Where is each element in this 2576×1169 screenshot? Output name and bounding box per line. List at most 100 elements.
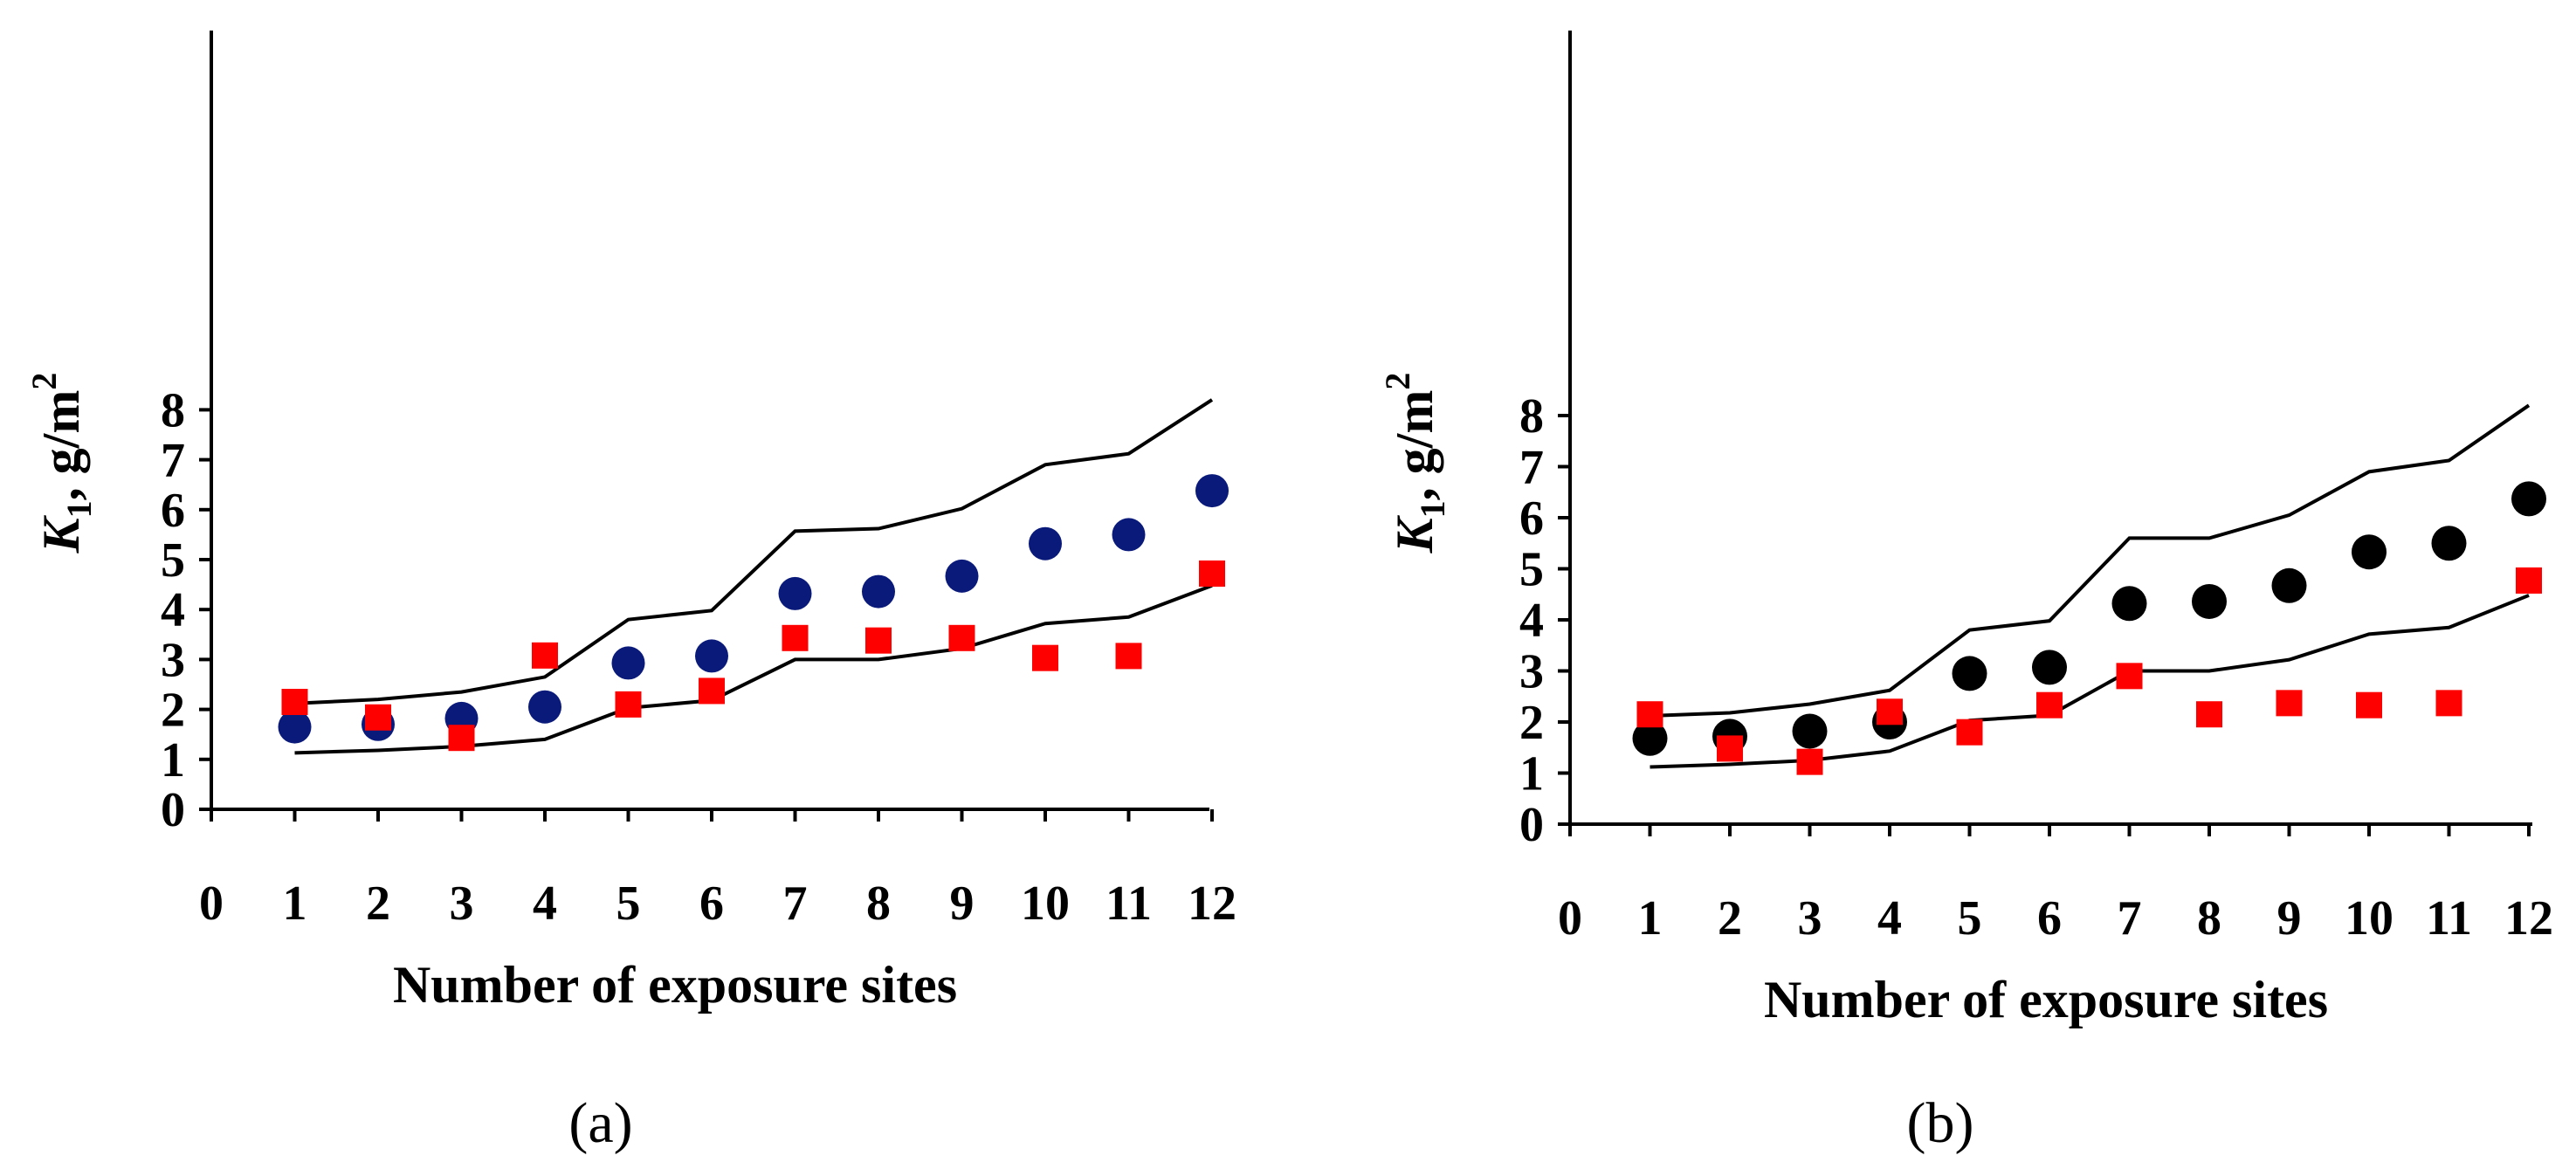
panel-caption: (a)	[568, 1091, 632, 1155]
y-label-sub: 1	[1413, 500, 1452, 518]
square-point	[281, 689, 308, 716]
square-point	[1636, 701, 1663, 728]
square-point	[1796, 748, 1823, 775]
bound-lines	[1650, 403, 2531, 769]
circle-point	[2111, 586, 2147, 622]
x-tick-label: 7	[2118, 891, 2142, 946]
square-point	[865, 627, 892, 654]
circle-point	[778, 576, 812, 610]
y-label-unit: , g/m	[1386, 390, 1443, 501]
y-tick-label: 7	[1519, 441, 1544, 495]
circle-point	[1792, 713, 1828, 749]
circle-point	[695, 639, 728, 673]
y-label-sup: 2	[1378, 373, 1417, 390]
y-tick-label: 1	[161, 733, 185, 787]
lower-bound-line	[1650, 594, 2530, 769]
y-tick-label: 5	[161, 533, 185, 588]
y-label-unit: , g/m	[32, 390, 90, 501]
square-point	[1717, 735, 1743, 762]
x-tick-label: 5	[1958, 891, 1982, 946]
circle-point	[2352, 534, 2387, 570]
y-label-main: K	[32, 514, 90, 554]
square-point	[532, 642, 558, 669]
square-point	[1032, 644, 1058, 671]
square-point	[948, 624, 975, 651]
square-point	[365, 704, 391, 731]
x-tick-label: 0	[199, 877, 224, 931]
square-point	[699, 677, 725, 705]
lower-bound-line	[294, 583, 1213, 755]
x-tick-label: 0	[1558, 891, 1582, 946]
square-point	[1877, 698, 1903, 725]
upper-bound-line	[294, 398, 1214, 705]
y-tick-label: 3	[161, 633, 185, 687]
circle-point	[2192, 583, 2227, 619]
data-points	[1632, 481, 2546, 775]
y-tick-label: 7	[161, 434, 185, 488]
y-tick-label: 4	[1519, 594, 1544, 648]
x-tick-label: 11	[2426, 891, 2472, 946]
square-point	[2356, 691, 2382, 719]
y-label-sup: 2	[24, 373, 64, 390]
y-label-sub: 1	[59, 500, 99, 518]
square-point	[1956, 719, 1983, 746]
x-tick-label: 7	[783, 877, 808, 931]
square-point	[2516, 567, 2542, 594]
data-points	[278, 474, 1229, 752]
x-tick-label: 6	[699, 877, 724, 931]
x-tick-label: 12	[1188, 877, 1236, 931]
x-axis-label: Number of exposure sites	[393, 956, 957, 1014]
x-tick-label: 10	[1021, 877, 1070, 931]
x-tick-label: 6	[2037, 891, 2062, 946]
square-point	[782, 624, 809, 651]
circle-point	[1195, 474, 1229, 508]
x-tick-label: 5	[616, 877, 641, 931]
circle-point	[1029, 526, 1062, 560]
x-tick-label: 4	[1877, 891, 1902, 946]
x-tick-label: 9	[950, 877, 975, 931]
x-tick-label: 11	[1105, 877, 1152, 931]
x-tick-label: 10	[2345, 891, 2393, 946]
y-tick-label: 5	[1519, 543, 1544, 597]
circle-point	[1952, 656, 1987, 691]
y-tick-label: 8	[1519, 389, 1544, 444]
x-axis-label: Number of exposure sites	[1764, 971, 2328, 1028]
y-tick-label: 2	[1519, 696, 1544, 750]
x-tick-label: 1	[1638, 891, 1663, 946]
y-tick-label: 6	[161, 484, 185, 538]
square-point	[615, 691, 642, 718]
upper-bound-line	[1650, 403, 2531, 718]
tick-marks	[1558, 414, 2531, 836]
square-point	[2036, 691, 2063, 719]
x-tick-label: 8	[866, 877, 891, 931]
bound-lines	[294, 398, 1214, 755]
circle-point	[945, 559, 979, 593]
circle-point	[528, 690, 561, 724]
square-point	[1115, 643, 1142, 670]
y-axis-label: K1, g/m2	[24, 373, 99, 554]
square-point	[1199, 560, 1225, 588]
y-tick-label: 2	[161, 684, 185, 738]
tick-marks	[199, 408, 1214, 822]
x-tick-label: 3	[1798, 891, 1822, 946]
y-tick-label: 0	[161, 783, 185, 837]
square-point	[2435, 690, 2462, 717]
x-tick-label: 4	[533, 877, 557, 931]
circle-point	[1112, 518, 1146, 552]
circle-point	[2511, 481, 2546, 517]
y-axis-label: K1, g/m2	[1378, 373, 1452, 554]
square-point	[448, 725, 475, 752]
circle-point	[1632, 720, 1668, 756]
circle-point	[2431, 526, 2467, 561]
circle-point	[2271, 567, 2307, 603]
square-point	[2276, 690, 2303, 717]
panel-caption: (b)	[1907, 1091, 1974, 1155]
y-tick-label: 8	[161, 383, 185, 437]
x-tick-label: 8	[2197, 891, 2221, 946]
x-tick-label: 1	[283, 877, 307, 931]
